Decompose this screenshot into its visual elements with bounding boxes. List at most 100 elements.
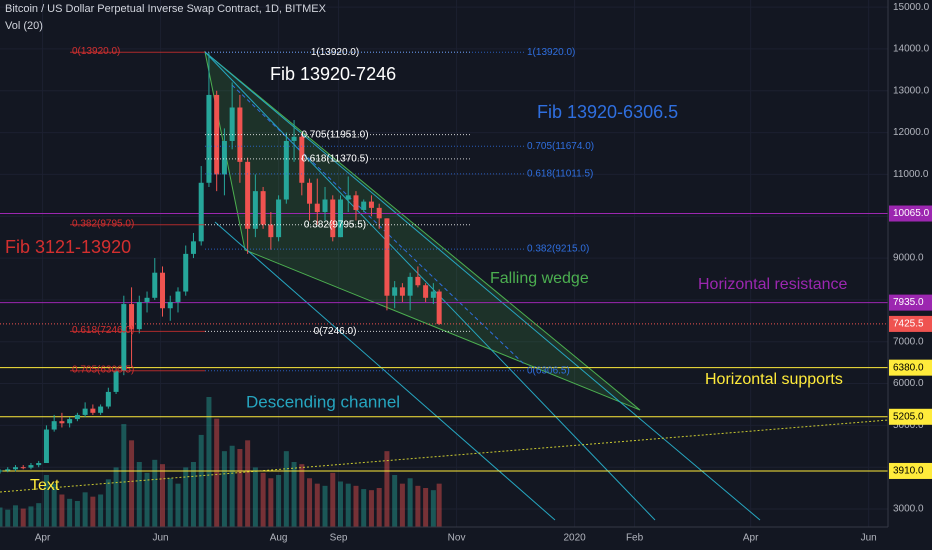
price-label-box xyxy=(889,408,932,425)
y-tick-label: 12000.0 xyxy=(893,127,930,138)
candle-body xyxy=(74,414,80,420)
y-tick-label: 6000.0 xyxy=(893,378,924,389)
annotations: Fib 13920-7246 Fib 13920-6306.5 Fib 3121-1… xyxy=(5,64,848,494)
volume-bar xyxy=(221,451,227,527)
volume-bar xyxy=(28,506,34,527)
annotation: Horizontal resistance xyxy=(698,276,848,293)
candle-body xyxy=(322,199,328,213)
volume-bar xyxy=(136,462,142,527)
annotation: Fib 3121-13920 xyxy=(5,237,131,257)
y-tick-label: 9000.0 xyxy=(893,253,924,264)
y-tick-label: 11000.0 xyxy=(893,169,929,180)
candle-body xyxy=(51,421,57,430)
volume-pane xyxy=(0,397,442,527)
candle-body xyxy=(283,140,289,200)
fib-label: 0.705(6306.5) xyxy=(72,364,134,375)
volume-bar xyxy=(59,494,65,527)
y-tick-label: 3000.0 xyxy=(893,504,924,515)
volume-bar xyxy=(345,483,351,527)
volume-bar xyxy=(368,490,374,527)
x-tick-label: Sep xyxy=(330,533,348,544)
candle-body xyxy=(299,136,305,183)
volume-bar xyxy=(436,483,442,527)
x-tick-label: Nov xyxy=(448,533,466,544)
channel-line xyxy=(204,51,761,521)
candle-body xyxy=(28,465,34,468)
price-label: 10065.0 xyxy=(893,208,930,219)
x-tick-label: Feb xyxy=(626,533,644,544)
volume-bar xyxy=(129,440,135,527)
volume-bar xyxy=(0,507,3,527)
volume-bar xyxy=(353,485,359,527)
candle-body xyxy=(82,408,88,415)
candle-body xyxy=(337,199,343,238)
candle-body xyxy=(190,241,196,254)
candle-body xyxy=(252,191,258,229)
candle-body xyxy=(229,107,235,141)
volume-bar xyxy=(307,478,313,527)
chart-title: Bitcoin / US Dollar Perpetual Inverse Sw… xyxy=(5,3,327,15)
candle-body xyxy=(175,291,181,302)
candle-body xyxy=(59,421,65,424)
candle-body xyxy=(368,201,374,208)
volume-bar xyxy=(43,475,49,527)
candle-body xyxy=(384,218,390,296)
price-axis xyxy=(888,0,932,550)
price-label-box xyxy=(889,205,932,222)
candle-body xyxy=(260,191,266,225)
price-lines xyxy=(0,213,888,472)
volume-bar xyxy=(190,462,196,527)
fib-label: 0(6306.5) xyxy=(527,365,570,376)
candle-body xyxy=(12,467,18,470)
volume-bar xyxy=(36,503,42,527)
candle-body xyxy=(307,182,313,204)
price-label-box xyxy=(889,359,932,376)
candle-body xyxy=(113,370,119,392)
candle-body xyxy=(152,272,158,298)
candle-body xyxy=(98,406,104,413)
volume-bar xyxy=(74,501,80,527)
volume-bar xyxy=(121,424,127,527)
candle-body xyxy=(36,463,42,466)
candle-body xyxy=(160,272,166,309)
x-tick-label: Aug xyxy=(270,533,288,544)
volume-bar xyxy=(113,467,119,527)
volume-bar xyxy=(407,478,413,527)
x-tick-label: Jun xyxy=(153,533,169,544)
candle-body xyxy=(314,203,320,213)
candle-body xyxy=(144,297,150,302)
candle-body xyxy=(0,470,3,472)
candle-body xyxy=(136,301,142,330)
candle-body xyxy=(214,94,220,175)
price-label: 3910.0 xyxy=(893,466,924,477)
candle-body xyxy=(291,136,297,141)
volume-bar xyxy=(430,490,436,527)
volume-bar xyxy=(160,464,166,527)
candle-body xyxy=(268,224,274,238)
volume-bar xyxy=(105,479,111,527)
candle-body xyxy=(345,195,351,200)
candle-body xyxy=(67,419,73,424)
fib-label: 1(13920.0) xyxy=(527,47,575,58)
volume-bar xyxy=(376,488,382,527)
volume-bar xyxy=(415,485,421,527)
candle-body xyxy=(361,201,367,210)
y-tick-label: 15000.0 xyxy=(893,2,930,13)
fib-label: 0(7246.0) xyxy=(314,326,357,337)
axes: 3000.04000.05000.06000.07000.08000.09000… xyxy=(35,2,932,544)
candle-body xyxy=(392,287,398,296)
candle-body xyxy=(90,408,96,413)
volume-bar xyxy=(330,472,336,527)
volume-bar xyxy=(206,397,212,527)
volume-bar xyxy=(237,449,243,527)
price-label-box xyxy=(889,315,932,332)
volume-bar xyxy=(260,472,266,527)
candle-body xyxy=(415,276,421,286)
volume-bar xyxy=(384,451,390,527)
volume-bar xyxy=(5,509,11,527)
annotation: Fib 13920-6306.5 xyxy=(537,102,678,122)
volume-bar xyxy=(245,440,251,527)
volume-bar xyxy=(152,459,158,527)
candle-body xyxy=(5,469,11,471)
fib-label: 0.705(11674.0) xyxy=(527,141,594,152)
